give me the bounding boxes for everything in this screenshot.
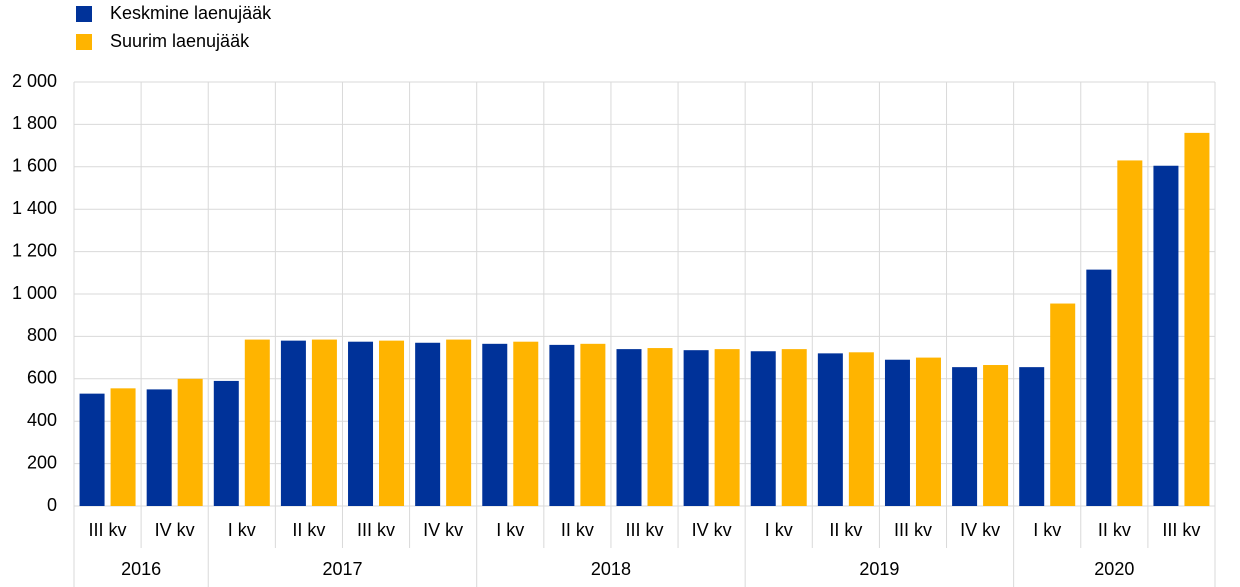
legend-label: Keskmine laenujääk	[110, 3, 272, 23]
bar	[1153, 165, 1179, 507]
bar	[580, 343, 606, 506]
y-tick-label: 2 000	[12, 71, 57, 91]
x-tick-label: III kv	[625, 520, 663, 540]
x-tick-label: III kv	[1162, 520, 1200, 540]
bar	[213, 380, 239, 506]
year-label: 2018	[591, 559, 631, 579]
bar	[750, 351, 776, 506]
x-tick-label: III kv	[89, 520, 127, 540]
x-tick-label: II kv	[1098, 520, 1131, 540]
bar	[110, 388, 136, 506]
x-tick-label: II kv	[829, 520, 862, 540]
bar	[79, 393, 105, 506]
x-tick-label: I kv	[496, 520, 524, 540]
y-tick-label: 1 000	[12, 283, 57, 303]
y-tick-label: 400	[27, 410, 57, 430]
bar	[415, 342, 441, 506]
bar	[884, 359, 910, 506]
y-tick-label: 600	[27, 368, 57, 388]
x-tick-label: III kv	[357, 520, 395, 540]
bar	[915, 357, 941, 506]
y-tick-label: 0	[47, 495, 57, 515]
x-tick-label: II kv	[292, 520, 325, 540]
y-tick-label: 1 400	[12, 198, 57, 218]
bar	[513, 341, 539, 506]
bar	[817, 353, 843, 506]
year-label: 2019	[859, 559, 899, 579]
bar	[1117, 160, 1143, 506]
x-tick-label: IV kv	[423, 520, 463, 540]
bar	[244, 339, 270, 506]
x-tick-label: IV kv	[960, 520, 1000, 540]
legend-label: Suurim laenujääk	[110, 31, 250, 51]
bar	[348, 341, 374, 506]
bar	[952, 367, 978, 506]
y-tick-label: 1 800	[12, 113, 57, 133]
bar	[1019, 367, 1045, 506]
x-tick-label: I kv	[228, 520, 256, 540]
x-tick-label: IV kv	[692, 520, 732, 540]
year-label: 2017	[322, 559, 362, 579]
bar	[549, 344, 575, 506]
bar	[446, 339, 472, 506]
bar	[482, 343, 508, 506]
x-tick-label: III kv	[894, 520, 932, 540]
bar	[311, 339, 337, 506]
bar	[1086, 269, 1112, 506]
y-tick-label: 200	[27, 452, 57, 472]
bar	[1050, 303, 1076, 506]
x-tick-label: I kv	[1033, 520, 1061, 540]
x-tick-label: I kv	[765, 520, 793, 540]
bar	[647, 348, 673, 506]
bar	[146, 389, 172, 506]
bar	[280, 340, 306, 506]
y-tick-label: 1 600	[12, 156, 57, 176]
legend-swatch	[76, 34, 92, 50]
y-tick-label: 800	[27, 325, 57, 345]
bar	[379, 340, 405, 506]
year-label: 2016	[121, 559, 161, 579]
bar	[1184, 132, 1210, 506]
bar	[848, 352, 874, 506]
bar	[616, 349, 642, 506]
bar	[983, 365, 1009, 506]
bar	[683, 350, 709, 506]
bar	[714, 349, 740, 506]
bar	[781, 349, 807, 506]
bar	[177, 378, 203, 506]
x-tick-label: II kv	[561, 520, 594, 540]
legend-swatch	[76, 6, 92, 22]
y-tick-label: 1 200	[12, 240, 57, 260]
year-label: 2020	[1094, 559, 1134, 579]
x-tick-label: IV kv	[155, 520, 195, 540]
